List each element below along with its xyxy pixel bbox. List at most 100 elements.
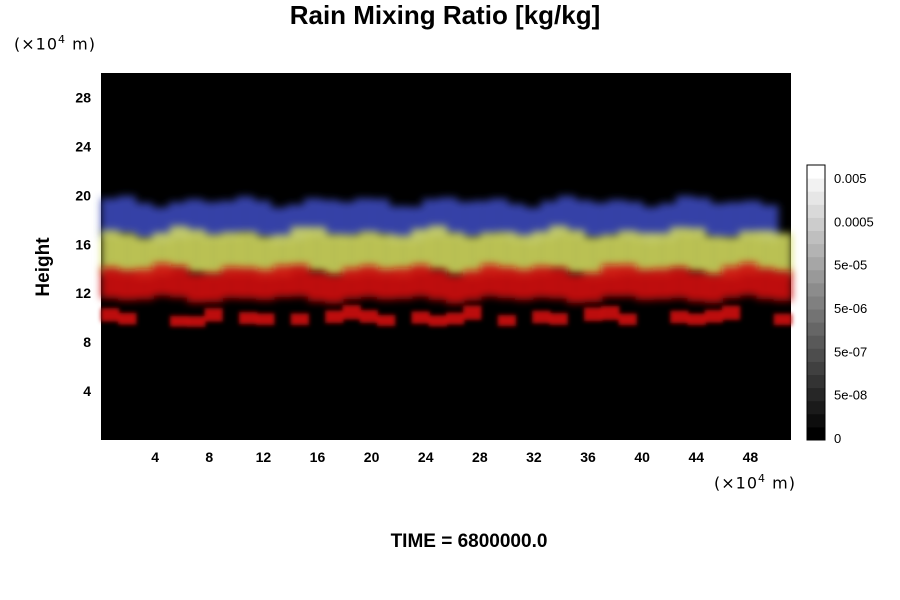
field-cell [411,264,430,297]
field-cell [506,204,525,240]
field-cell [756,268,775,300]
field-cell [591,202,610,240]
field-cell [456,201,475,239]
x-tick-label: 12 [256,449,272,465]
x-tick-label: 48 [743,449,759,465]
field-cell [117,195,136,235]
colorbar-swatch [807,387,825,402]
colorbar-tick-label: 0.005 [834,171,867,186]
field-cell [601,264,620,297]
field-cell [337,202,356,239]
field-cell [204,272,223,303]
field-cell [635,232,654,276]
x-tick-label: 44 [689,449,705,465]
field-cell [497,267,516,299]
field-cell [371,198,390,237]
field-cell [394,235,413,278]
field-cell [219,200,238,238]
chart-title: Rain Mixing Ratio [kg/kg] [289,0,601,30]
field-cell [618,230,637,274]
field-cell [204,234,223,277]
field-cell [446,312,465,325]
field-cell [359,231,378,275]
field-cell [377,314,396,327]
field-cell [773,270,792,301]
field-cell [118,312,137,325]
field-cell [185,199,204,237]
colorbar-swatch [807,243,825,258]
x-axis-unit: (×104 m) [714,472,796,493]
colorbar-swatch [807,413,825,428]
x-tick-label: 4 [151,449,159,465]
field-cell [618,313,637,326]
field-cell [290,313,309,326]
y-tick-label: 8 [83,334,91,350]
colorbar-tick-label: 5e-06 [834,301,867,316]
field-cell [773,233,792,276]
colorbar-swatch [807,282,825,297]
field-cell [709,203,728,240]
field-cell [625,201,644,239]
field-cell [463,236,482,278]
x-tick-label: 20 [364,449,380,465]
colorbar-swatch [807,348,825,362]
field-cell [704,274,723,303]
field-cell [446,232,465,276]
field-cell [608,199,627,238]
field-cell [557,196,576,235]
field-cell [446,275,465,304]
field-cell [290,226,309,272]
field-cell [377,269,396,300]
field-cell [273,265,292,298]
field-cell [489,198,508,237]
field-cell [692,197,711,236]
field-cell [202,202,221,239]
field-cell [394,267,413,299]
y-tick-label: 24 [75,138,91,154]
field-cell [584,237,603,279]
field-cell [342,305,361,320]
colorbar-tick-label: 5e-08 [834,388,867,403]
field-cell [411,311,430,324]
field-cell [256,313,275,325]
field-cell [739,262,758,296]
field-cell [325,310,344,324]
field-cell [601,305,620,321]
colorbar-swatch [807,335,825,349]
field-cell [463,305,482,320]
colorbar-swatch [807,165,825,179]
field-cell [618,264,637,297]
time-label: TIME = 6800000.0 [390,531,548,552]
field-cell [342,268,361,300]
colorbar-tick-label: 0 [834,431,841,446]
field-cell [566,230,585,274]
field-cell [653,232,672,276]
field-cell [584,307,603,322]
x-tick-label: 40 [634,449,650,465]
field-cell [221,232,240,275]
colorbar-swatch [807,204,825,218]
field-cell [480,264,499,297]
field-cell [152,263,171,296]
field-cell [170,315,189,327]
field-cell [411,229,430,273]
field-cell [170,265,189,298]
field-cell [670,310,689,324]
colorbar-frame [806,164,826,441]
field-cell [239,231,258,275]
field-cell [135,237,154,279]
field-cell [187,229,206,274]
colorbar-swatch [807,374,825,389]
field-cell [359,310,378,323]
field-cell [236,196,255,235]
field-cell [549,267,568,299]
field-cell [253,200,272,238]
field-cell [463,270,482,301]
field-cell [687,228,706,273]
field-cell [342,234,361,277]
field-cell [497,231,516,275]
colorbar-swatch [807,322,825,336]
colorbar-tick-label: 0.0005 [834,214,874,229]
field-cell [653,268,672,300]
field-cell [354,198,373,237]
